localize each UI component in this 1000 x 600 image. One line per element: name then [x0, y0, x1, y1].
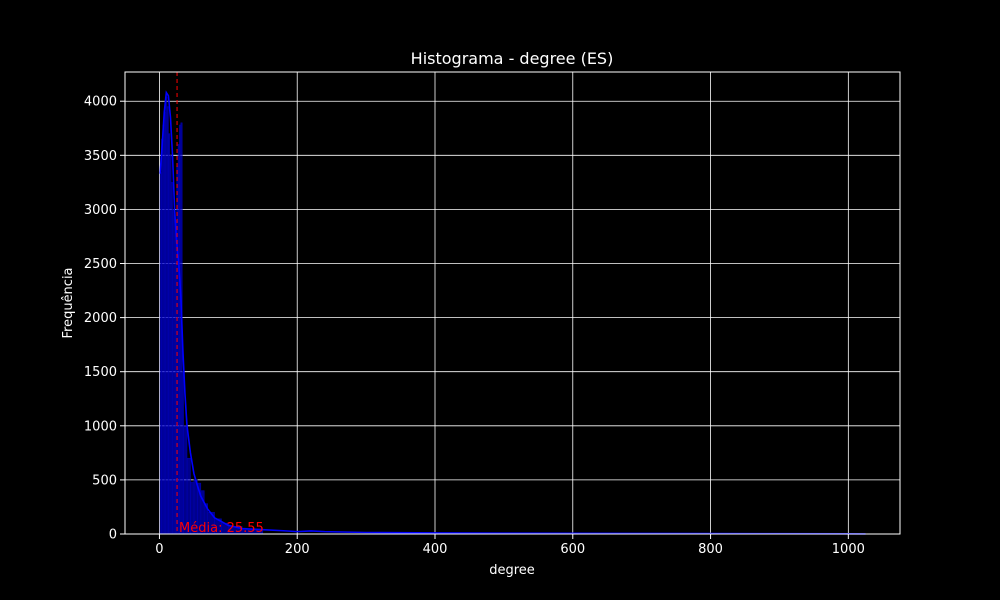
x-tick-label: 1000	[832, 542, 865, 557]
chart-title: Histograma - degree (ES)	[411, 49, 614, 68]
x-tick-label: 800	[698, 542, 723, 557]
y-axis-label: Frequência	[61, 267, 76, 338]
kde-curve	[159, 90, 866, 535]
y-tick-label: 0	[109, 528, 117, 543]
y-tick-label: 3500	[84, 149, 117, 164]
y-tick-label: 4000	[84, 95, 117, 110]
y-tick-label: 2000	[84, 311, 117, 326]
x-axis-label: degree	[489, 563, 535, 578]
y-tick-label: 500	[92, 473, 117, 488]
mean-label: Média: 25.55	[179, 521, 264, 536]
y-axis-ticks: 0 500 1000 1500 2000 2500 3000 3500 4000	[84, 95, 125, 543]
plot-frame	[124, 71, 901, 535]
grid	[125, 72, 900, 535]
x-tick-label: 200	[285, 542, 310, 557]
y-tick-label: 1000	[84, 419, 117, 434]
x-tick-label: 400	[423, 542, 448, 557]
x-axis-ticks: 0 200 400 600 800 1000	[155, 534, 865, 557]
y-tick-label: 3000	[84, 203, 117, 218]
y-tick-label: 2500	[84, 257, 117, 272]
y-tick-label: 1500	[84, 365, 117, 380]
x-tick-label: 600	[560, 542, 585, 557]
histogram-bar	[183, 425, 188, 535]
x-tick-label: 0	[155, 542, 163, 557]
